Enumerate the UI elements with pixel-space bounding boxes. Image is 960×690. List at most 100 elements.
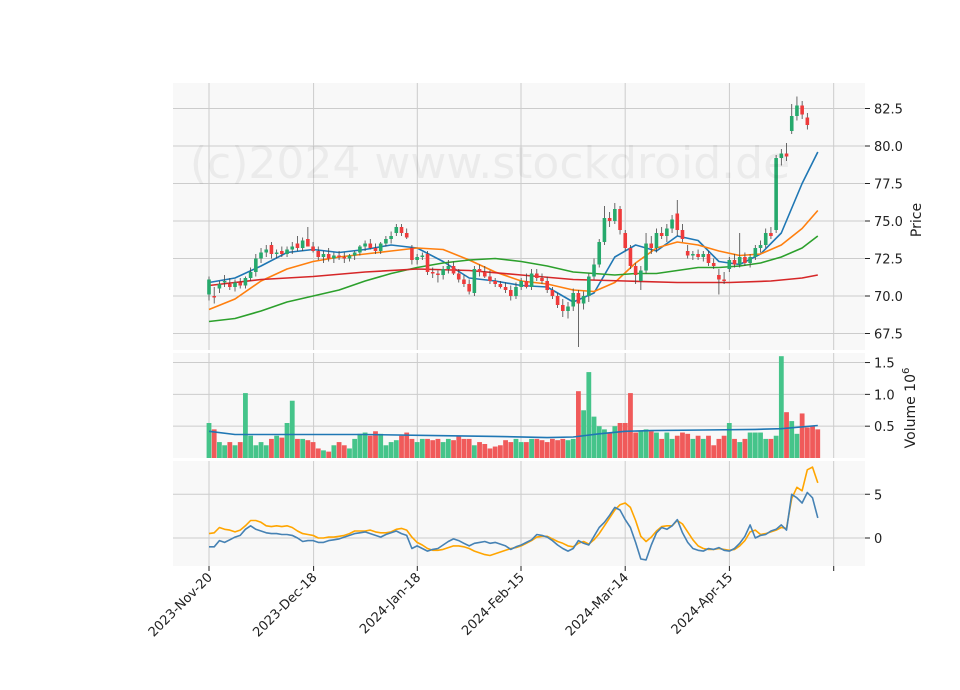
volume-bar bbox=[232, 445, 238, 458]
volume-bar bbox=[388, 442, 394, 458]
volume-bar bbox=[295, 438, 300, 458]
volume-bar bbox=[393, 440, 399, 458]
candle-body bbox=[737, 257, 742, 265]
candle-body bbox=[446, 266, 451, 269]
candle-body bbox=[415, 257, 419, 260]
candle-body bbox=[633, 266, 638, 275]
volume-bar bbox=[425, 438, 430, 458]
candle-body bbox=[269, 245, 274, 254]
volume-bar bbox=[695, 435, 701, 458]
candle-body bbox=[774, 158, 778, 230]
candle-body bbox=[321, 254, 326, 257]
candle-body bbox=[519, 281, 523, 287]
candle-body bbox=[378, 243, 383, 251]
volume-bar bbox=[284, 423, 290, 458]
candle-body bbox=[607, 218, 612, 221]
volume-bar bbox=[289, 400, 295, 458]
candle-body bbox=[732, 260, 737, 265]
volume-bar bbox=[237, 442, 243, 458]
volume-bar bbox=[430, 440, 436, 458]
candle-body bbox=[534, 273, 539, 278]
candle-body bbox=[300, 240, 305, 248]
volume-bar bbox=[700, 438, 706, 458]
candle-body bbox=[316, 251, 321, 257]
volume-bar bbox=[477, 442, 482, 458]
volume-bar bbox=[690, 438, 696, 458]
candle-body bbox=[706, 254, 711, 263]
candle-body bbox=[441, 269, 445, 275]
volume-bar bbox=[373, 431, 378, 458]
watermark: (c)2024 www.stockdroid.de bbox=[190, 138, 790, 189]
candle-body bbox=[805, 117, 810, 125]
candle-body bbox=[524, 281, 529, 287]
candle-body bbox=[571, 293, 576, 307]
candle-body bbox=[228, 284, 232, 287]
volume-bar bbox=[549, 438, 555, 458]
volume-bar bbox=[503, 440, 508, 458]
candle-body bbox=[342, 257, 347, 259]
candle-body bbox=[784, 153, 789, 157]
price-ytick-label: 72.5 bbox=[874, 253, 903, 268]
volume-bar bbox=[487, 448, 493, 458]
volume-bar bbox=[315, 448, 321, 458]
volume-bar bbox=[810, 426, 815, 458]
candle-body bbox=[274, 252, 279, 254]
volume-bar bbox=[310, 442, 316, 458]
volume-bar bbox=[560, 438, 566, 458]
volume-bar bbox=[799, 413, 805, 458]
candle-body bbox=[545, 281, 549, 290]
candle-body bbox=[373, 248, 378, 251]
volume-bar bbox=[732, 438, 737, 458]
candle-body bbox=[425, 254, 430, 272]
volume-bar bbox=[513, 438, 519, 458]
candle-body bbox=[623, 233, 628, 248]
candle-body bbox=[430, 272, 435, 274]
candle-body bbox=[758, 245, 763, 248]
volume-bar bbox=[300, 438, 306, 458]
volume-bar bbox=[747, 432, 753, 458]
candle-body bbox=[654, 233, 659, 248]
candle-body bbox=[212, 296, 217, 298]
price-ytick-label: 70.0 bbox=[874, 290, 903, 305]
volume-bar bbox=[274, 435, 280, 458]
candle-body bbox=[789, 116, 794, 131]
volume-bar bbox=[383, 445, 389, 458]
volume-bar bbox=[648, 431, 654, 458]
candle-body bbox=[753, 248, 758, 257]
volume-bar bbox=[726, 423, 732, 458]
candle-body bbox=[503, 287, 508, 290]
volume-bar bbox=[414, 442, 420, 458]
candle-body bbox=[217, 284, 222, 289]
volume-bar bbox=[674, 435, 680, 458]
candle-body bbox=[550, 290, 555, 296]
x-tick-label: 2024-Mar-14 bbox=[563, 570, 632, 639]
volume-bar bbox=[435, 438, 441, 458]
volume-bar bbox=[367, 435, 373, 458]
candle-body bbox=[628, 248, 633, 266]
candle-body bbox=[675, 213, 680, 230]
volume-bar bbox=[602, 429, 607, 458]
volume-bar bbox=[565, 440, 571, 458]
candle-body bbox=[602, 218, 607, 242]
candle-body bbox=[581, 296, 586, 304]
candle-body bbox=[238, 282, 243, 286]
volume-bar bbox=[497, 445, 503, 458]
candle-body bbox=[763, 233, 768, 245]
candle-body bbox=[482, 272, 487, 277]
candle-body bbox=[337, 255, 341, 257]
candle-body bbox=[769, 233, 773, 236]
volume-bar bbox=[451, 440, 456, 458]
candle-body bbox=[555, 296, 560, 305]
candle-body bbox=[352, 252, 357, 256]
volume-bar bbox=[706, 435, 711, 458]
volume-bar bbox=[804, 427, 810, 458]
candle-body bbox=[800, 105, 804, 115]
volume-bar bbox=[336, 442, 342, 458]
candle-body bbox=[295, 243, 300, 248]
candle-body bbox=[254, 258, 258, 272]
candle-body bbox=[399, 227, 404, 233]
candle-body bbox=[243, 278, 248, 286]
volume-bar bbox=[279, 437, 285, 458]
volume-bar bbox=[664, 432, 670, 458]
